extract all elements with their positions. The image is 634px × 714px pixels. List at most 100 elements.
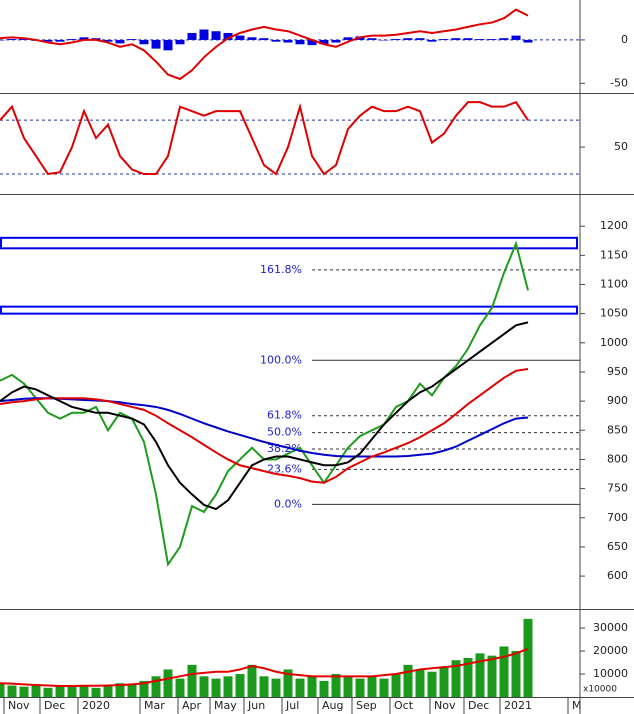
bar [211,678,221,697]
zone [0,236,578,250]
y-tick-label: 650 [607,540,628,553]
bar [223,32,233,40]
bar [151,676,161,697]
bar [271,39,281,42]
bar [127,684,137,697]
y-tick-label: 850 [607,423,628,436]
unit-label: x10000 [583,685,617,695]
bar [55,685,65,697]
y-tick-label: 800 [607,452,628,465]
bar [295,39,305,45]
bar [127,39,137,40]
bar [115,683,125,697]
series-line [0,8,529,81]
bar [79,685,89,697]
bar [463,38,473,40]
bar [475,39,485,40]
bar [403,664,413,697]
bar [0,39,5,41]
y-tick-label: 900 [607,394,628,407]
bar [523,618,533,697]
bar [55,39,65,42]
fib-label: 61.8% [267,409,302,422]
fib-label: 0.0% [274,497,302,510]
y-tick-label: 1100 [600,277,628,290]
x-tick-label: Mar [144,699,165,712]
y-tick-label: 0 [621,33,628,46]
bar [379,39,389,41]
bar [199,29,209,40]
bar [7,39,17,40]
bar [43,687,53,697]
bar [175,39,185,45]
bar [511,651,521,697]
bar [67,39,77,40]
x-tick-label: Nov [8,699,30,712]
bar [355,678,365,697]
bar [223,676,233,697]
bar [283,669,293,697]
x-tick-label: May [214,699,237,712]
bar [319,680,329,697]
bar [79,37,89,40]
bar [103,39,113,42]
bar [427,671,437,697]
bar [67,686,77,697]
bar [163,669,173,697]
x-tick-label: Apr [182,699,202,712]
bar [451,660,461,697]
bar [7,685,17,697]
x-tick-label: 2020 [82,699,110,712]
bar [367,38,377,40]
bar [415,669,425,697]
bar [103,685,113,697]
bar [439,39,449,40]
series-line [0,321,529,511]
bar [391,674,401,697]
bar [235,674,245,697]
bar [187,32,197,40]
bar [91,687,101,697]
bar [43,39,53,42]
bar [319,39,329,45]
bar [331,39,341,43]
x-tick-label: Nov [434,699,456,712]
x-tick-label: Sep [356,699,377,712]
y-tick-label: 700 [607,511,628,524]
bar [295,678,305,697]
bar [247,664,257,697]
bar [343,676,353,697]
y-tick-label: 950 [607,365,628,378]
series-line [0,397,529,458]
bar [487,39,497,40]
bar [511,35,521,40]
y-tick-label: 600 [607,569,628,582]
x-tick-label: M [572,699,582,712]
x-tick-label: Dec [468,699,489,712]
bar [499,646,509,697]
bar [271,678,281,697]
bar [499,38,509,40]
y-tick-label: 10000 [593,667,628,680]
bar [367,676,377,697]
y-tick-label: 1200 [600,219,628,232]
bar [439,667,449,697]
bar [343,37,353,40]
y-tick-label: 20000 [593,644,628,657]
bar [331,674,341,697]
bar [139,680,149,697]
bar [451,38,461,40]
bar [475,653,485,697]
bar [415,38,425,40]
series-line [0,647,529,687]
bar [307,676,317,697]
fib-label: 161.8% [260,263,302,276]
bar [391,39,401,40]
y-tick-label: 50 [614,140,628,153]
bar [211,31,221,40]
y-tick-label: -50 [610,76,628,89]
bar [0,683,5,697]
bar [259,676,269,697]
fib-label: 23.6% [267,462,302,475]
